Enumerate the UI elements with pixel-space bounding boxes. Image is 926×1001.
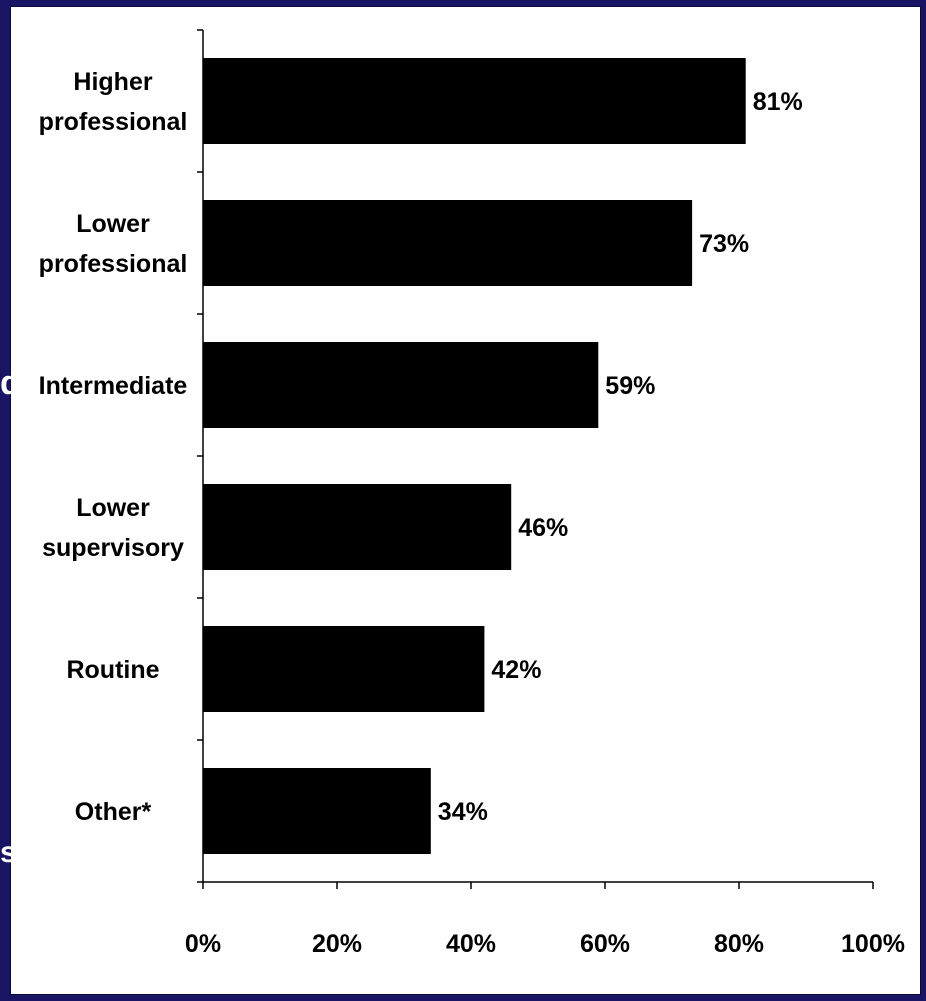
data-label: 59% bbox=[605, 372, 655, 400]
category-label: Other* bbox=[75, 798, 152, 826]
edge-fragment-mid: d bbox=[0, 364, 21, 402]
x-tick-label: 80% bbox=[714, 930, 764, 958]
x-tick-label: 20% bbox=[312, 930, 362, 958]
bar bbox=[203, 484, 512, 570]
bar bbox=[203, 342, 599, 428]
category-label: professional bbox=[39, 108, 188, 136]
data-label: 81% bbox=[753, 88, 803, 116]
category-label: Lower bbox=[76, 210, 150, 238]
bar bbox=[203, 58, 746, 144]
category-label: professional bbox=[39, 250, 188, 278]
bar bbox=[203, 200, 693, 286]
category-label: Routine bbox=[66, 656, 159, 684]
x-tick-label: 60% bbox=[580, 930, 630, 958]
category-label: Intermediate bbox=[39, 372, 188, 400]
category-label: supervisory bbox=[42, 534, 184, 562]
x-tick-label: 100% bbox=[841, 930, 905, 958]
bar bbox=[203, 768, 431, 854]
bar bbox=[203, 626, 485, 712]
category-label: Higher bbox=[73, 68, 152, 96]
edge-fragment-low: s bbox=[0, 836, 17, 869]
data-label: 73% bbox=[699, 230, 749, 258]
data-label: 42% bbox=[491, 656, 541, 684]
x-tick-label: 40% bbox=[446, 930, 496, 958]
category-label: Lower bbox=[76, 494, 150, 522]
x-tick-label: 0% bbox=[185, 930, 221, 958]
data-label: 46% bbox=[518, 514, 568, 542]
data-label: 34% bbox=[438, 798, 488, 826]
